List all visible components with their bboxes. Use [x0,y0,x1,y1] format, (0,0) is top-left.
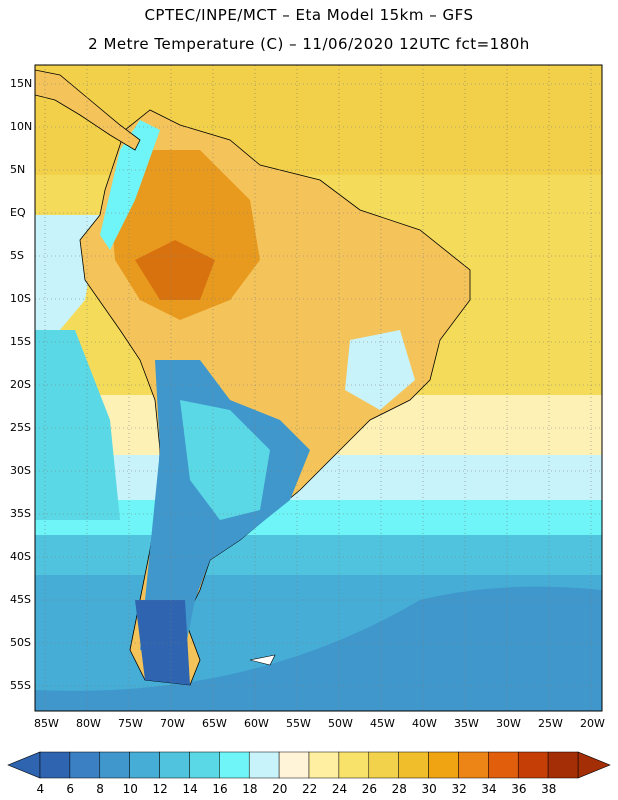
colorbar-swatch [39,751,71,779]
lat-label: 15S [10,335,31,348]
colorbar-label: 24 [331,782,348,796]
colorbar-label: 38 [541,782,557,796]
colorbar-label: 32 [451,782,467,796]
colorbar-swatch [69,751,101,779]
peru-hot-core [135,240,215,300]
lat-label: EQ [10,206,26,219]
colorbar-swatch [219,751,250,779]
map-title: CPTEC/INPE/MCT – Eta Model 15km – GFS [144,6,474,24]
ocean-band-8 [35,586,602,711]
colorbar-swatch [308,751,340,779]
lat-label: 25S [10,421,31,434]
lon-label: 60W [244,717,269,730]
lat-label: 5S [10,249,24,262]
lon-label: 85W [34,717,59,730]
lon-label: 65W [202,717,227,730]
colorbar-swatch [458,751,489,779]
lon-label: 75W [118,717,143,730]
colorbar-label: 26 [361,782,378,796]
colorbar-label: 14 [182,782,198,796]
colorbar-label: 22 [302,782,318,796]
lat-label: 15N [10,77,33,90]
lat-label: 30S [10,464,31,477]
lon-label: 35W [454,717,479,730]
temperature-field [35,65,602,711]
lat-label: 10N [10,120,33,133]
colorbar-label: 4 [36,782,45,796]
lat-label: 55S [10,679,31,692]
colorbar-label: 28 [391,782,407,796]
falkland-islands [249,654,276,666]
colorbar-swatch [99,751,130,779]
lon-label: 80W [76,717,101,730]
lat-label: 35S [10,507,31,520]
colorbar-swatch [398,751,429,779]
lon-label: 70W [160,717,185,730]
lat-label: 50S [10,636,31,649]
lat-label: 40S [10,550,31,563]
colorbar-swatch [428,751,459,779]
lon-label: 20W [580,717,605,730]
colorbar-label: 18 [242,782,258,796]
colorbar [7,751,611,779]
colorbar-label: 36 [511,782,527,796]
map-frame [34,64,603,712]
colorbar-swatch [278,751,310,779]
colorbar-swatch [338,751,370,779]
patagonia-cold [135,600,190,685]
colorbar-label: 20 [272,782,288,796]
lat-label: 10S [10,292,31,305]
lon-label: 50W [328,717,353,730]
colorbar-label: 6 [66,782,75,796]
colorbar-overflow-arrow [577,751,611,779]
colorbar-label: 34 [481,782,497,796]
colorbar-swatch [189,751,220,779]
graticule [35,65,602,711]
colorbar-swatch [159,751,190,779]
ocean-band-12 [35,535,602,575]
lon-label: 55W [286,717,311,730]
highlands-cool [345,330,415,410]
argentina-plains [180,400,270,520]
lon-label: 25W [538,717,563,730]
colorbar-label: 8 [96,782,104,796]
colorbar-swatch [488,751,519,779]
lat-label: 45S [10,593,31,606]
colorbar-swatch [248,751,280,779]
colorbar-label: 30 [421,782,437,796]
colorbar-label: 16 [212,782,228,796]
colorbar-swatch [547,751,579,779]
pacific-cold-current [35,330,120,520]
colorbar-underflow-arrow [7,751,41,779]
colorbar-label: 12 [152,782,168,796]
central-america [35,69,141,151]
lat-label: 20S [10,378,31,391]
lon-label: 30W [496,717,521,730]
lon-label: 40W [412,717,437,730]
lon-label: 45W [370,717,395,730]
lat-label: 5N [10,163,26,176]
colorbar-swatch [368,751,399,779]
colorbar-swatch [129,751,160,779]
map-subtitle: 2 Metre Temperature (C) – 11/06/2020 12U… [88,35,530,53]
colorbar-label: 10 [122,782,138,796]
colorbar-swatch [517,751,549,779]
ocean-band-16 [35,500,602,535]
andes-cool-north [100,120,160,250]
